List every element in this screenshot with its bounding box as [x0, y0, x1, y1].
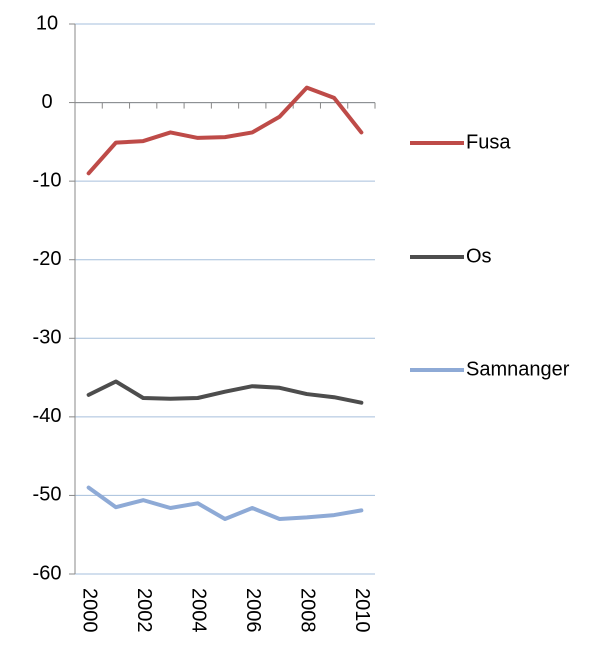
series-line — [86, 85, 364, 176]
legend-label: Os — [466, 245, 492, 267]
x-tick-label: 2004 — [187, 588, 209, 633]
y-tick-label: -40 — [33, 405, 62, 427]
x-tick-label: 2006 — [242, 588, 264, 633]
x-tick-label: 2010 — [351, 588, 373, 633]
x-tick-label: 2002 — [133, 588, 155, 633]
series-line — [86, 485, 364, 521]
x-tick-label: 2000 — [78, 588, 100, 633]
y-tick-label: -50 — [33, 484, 62, 506]
y-tick-label: -20 — [33, 248, 62, 270]
y-tick-label: -10 — [33, 169, 62, 191]
legend-label: Fusa — [466, 131, 511, 153]
legend-label: Samnanger — [466, 358, 570, 380]
series-line — [86, 379, 364, 405]
y-tick-label: -30 — [33, 327, 62, 349]
y-tick-label: 0 — [41, 91, 52, 113]
x-tick-label: 2008 — [297, 588, 319, 633]
y-tick-label: 10 — [36, 12, 58, 34]
y-tick-label: -60 — [33, 562, 62, 584]
